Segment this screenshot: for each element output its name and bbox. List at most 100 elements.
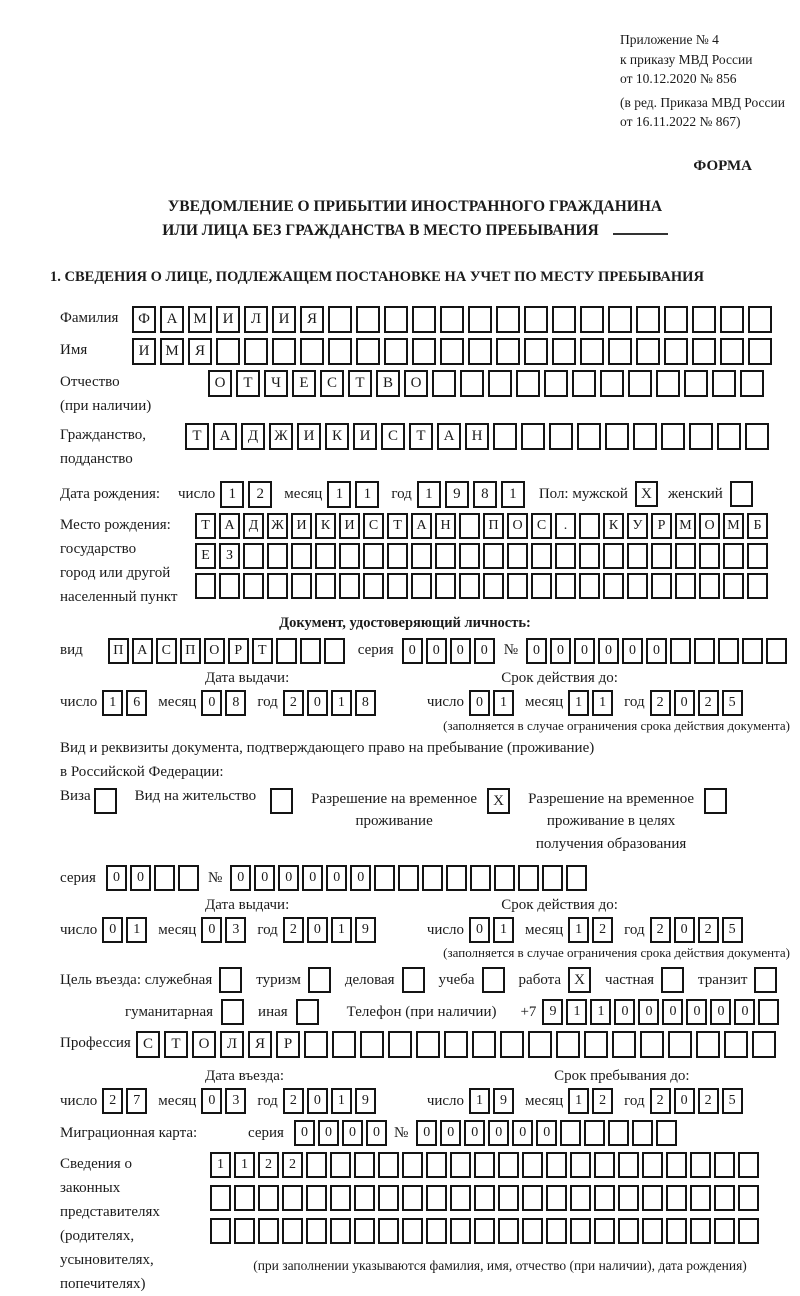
char-cell[interactable] — [500, 1031, 524, 1059]
char-cell[interactable] — [494, 865, 516, 892]
char-cell[interactable]: И — [339, 512, 360, 539]
char-cell[interactable] — [651, 542, 672, 569]
char-cell[interactable]: Р — [276, 1031, 300, 1059]
char-cell[interactable] — [412, 305, 436, 333]
char-cell[interactable] — [594, 1152, 615, 1179]
char-cell[interactable] — [636, 305, 660, 333]
char-cell[interactable]: С — [531, 512, 552, 539]
char-cell[interactable]: Ч — [264, 369, 288, 397]
char-cell[interactable] — [440, 337, 464, 365]
char-cell[interactable]: Я — [248, 1031, 272, 1059]
char-cell[interactable]: С — [155, 637, 177, 664]
char-cell[interactable] — [177, 865, 199, 892]
char-cell[interactable] — [684, 369, 708, 397]
char-cell[interactable] — [474, 1185, 495, 1212]
char-cell[interactable] — [579, 572, 600, 599]
char-cell[interactable]: 2 — [258, 1152, 279, 1179]
residence-permit-checkbox[interactable] — [270, 787, 294, 814]
char-cell[interactable]: 0 — [425, 637, 447, 664]
char-cell[interactable]: О — [208, 369, 232, 397]
purpose-study-checkbox[interactable] — [481, 967, 505, 994]
char-cell[interactable] — [546, 1218, 567, 1245]
char-cell[interactable] — [398, 865, 420, 892]
char-cell[interactable]: 0 — [673, 1088, 695, 1115]
char-cell[interactable] — [387, 572, 408, 599]
char-cell[interactable] — [584, 1031, 608, 1059]
char-cell[interactable] — [459, 512, 480, 539]
char-cell[interactable]: 0 — [350, 865, 372, 892]
char-cell[interactable]: 0 — [201, 917, 223, 944]
char-cell[interactable] — [374, 865, 396, 892]
char-cell[interactable]: 0 — [488, 1120, 510, 1147]
char-cell[interactable] — [496, 337, 520, 365]
char-cell[interactable]: 0 — [401, 637, 423, 664]
char-cell[interactable] — [603, 572, 624, 599]
char-cell[interactable] — [618, 1218, 639, 1245]
char-cell[interactable] — [675, 572, 696, 599]
char-cell[interactable]: Е — [195, 542, 216, 569]
char-cell[interactable] — [488, 369, 512, 397]
char-cell[interactable] — [483, 572, 504, 599]
char-cell[interactable] — [356, 337, 380, 365]
char-cell[interactable] — [216, 337, 240, 365]
char-cell[interactable]: Т — [195, 512, 216, 539]
char-cell[interactable] — [664, 337, 688, 365]
char-cell[interactable]: 9 — [444, 480, 469, 508]
char-cell[interactable] — [422, 865, 444, 892]
char-cell[interactable] — [435, 572, 456, 599]
char-cell[interactable] — [723, 542, 744, 569]
purpose-humanitarian-checkbox[interactable] — [221, 999, 245, 1026]
char-cell[interactable]: 9 — [354, 1088, 376, 1115]
purpose-business-checkbox[interactable] — [401, 967, 425, 994]
char-cell[interactable]: И — [272, 305, 296, 333]
purpose-other-checkbox[interactable] — [295, 999, 319, 1026]
char-cell[interactable] — [608, 305, 632, 333]
char-cell[interactable] — [670, 637, 691, 664]
char-cell[interactable]: 1 — [566, 999, 588, 1026]
char-cell[interactable] — [531, 542, 552, 569]
char-cell[interactable] — [594, 1185, 615, 1212]
char-cell[interactable]: 2 — [649, 689, 671, 716]
char-cell[interactable]: Д — [243, 512, 264, 539]
char-cell[interactable] — [572, 369, 596, 397]
char-cell[interactable] — [747, 542, 768, 569]
char-cell[interactable] — [640, 1031, 664, 1059]
char-cell[interactable] — [699, 572, 720, 599]
char-cell[interactable] — [666, 1152, 687, 1179]
char-cell[interactable] — [387, 542, 408, 569]
char-cell[interactable] — [642, 1185, 663, 1212]
char-cell[interactable]: О — [507, 512, 528, 539]
char-cell[interactable] — [692, 305, 716, 333]
char-cell[interactable] — [412, 337, 436, 365]
char-cell[interactable] — [440, 305, 464, 333]
char-cell[interactable]: 1 — [210, 1152, 231, 1179]
char-cell[interactable] — [690, 1152, 711, 1179]
char-cell[interactable] — [267, 572, 288, 599]
char-cell[interactable] — [426, 1185, 447, 1212]
char-cell[interactable]: Л — [220, 1031, 244, 1059]
char-cell[interactable]: 1 — [234, 1152, 255, 1179]
char-cell[interactable] — [363, 542, 384, 569]
char-cell[interactable]: 0 — [365, 1120, 387, 1147]
char-cell[interactable] — [354, 1152, 375, 1179]
char-cell[interactable]: М — [675, 512, 696, 539]
char-cell[interactable] — [766, 637, 787, 664]
char-cell[interactable] — [531, 572, 552, 599]
char-cell[interactable] — [384, 305, 408, 333]
char-cell[interactable] — [723, 572, 744, 599]
char-cell[interactable] — [435, 542, 456, 569]
char-cell[interactable]: 0 — [416, 1120, 438, 1147]
char-cell[interactable] — [472, 1031, 496, 1059]
char-cell[interactable] — [552, 305, 576, 333]
char-cell[interactable]: 2 — [282, 1088, 304, 1115]
char-cell[interactable] — [524, 305, 548, 333]
char-cell[interactable]: 0 — [317, 1120, 339, 1147]
char-cell[interactable] — [272, 337, 296, 365]
char-cell[interactable] — [738, 1185, 759, 1212]
char-cell[interactable]: 0 — [536, 1120, 558, 1147]
char-cell[interactable] — [460, 369, 484, 397]
char-cell[interactable]: 0 — [469, 917, 491, 944]
char-cell[interactable] — [402, 1152, 423, 1179]
char-cell[interactable] — [580, 337, 604, 365]
char-cell[interactable] — [474, 1152, 495, 1179]
